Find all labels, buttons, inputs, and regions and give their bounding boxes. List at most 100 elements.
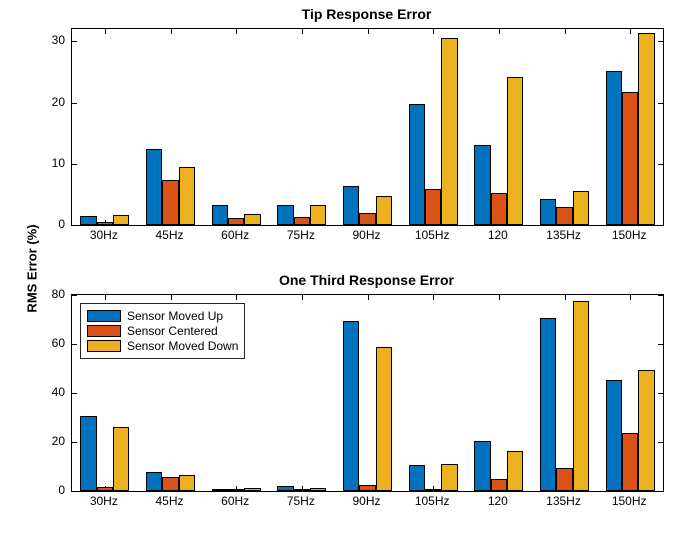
ytick-mark — [658, 41, 663, 42]
bar — [540, 318, 556, 491]
bar — [162, 180, 178, 225]
figure-root: RMS Error (%)Tip Response Error010203030… — [0, 0, 685, 538]
bar — [343, 321, 359, 491]
xtick-label: 135Hz — [546, 228, 581, 242]
bar — [540, 199, 556, 225]
ytick-label: 30 — [35, 33, 65, 47]
ytick-mark — [658, 344, 663, 345]
ytick-label: 60 — [35, 336, 65, 350]
legend-label: Sensor Centered — [127, 324, 218, 338]
xtick-mark — [302, 295, 303, 300]
bar — [474, 441, 490, 491]
bar — [376, 196, 392, 225]
xtick-mark — [171, 29, 172, 34]
legend-label: Sensor Moved Down — [127, 339, 238, 353]
ytick-label: 40 — [35, 385, 65, 399]
bar — [507, 77, 523, 225]
ytick-mark — [72, 491, 77, 492]
xtick-mark — [565, 295, 566, 300]
bar — [556, 207, 572, 225]
legend-swatch — [87, 325, 121, 337]
xtick-mark — [105, 295, 106, 300]
bar — [228, 489, 244, 491]
bar — [638, 370, 654, 491]
bar — [474, 145, 490, 225]
xtick-label: 45Hz — [155, 494, 183, 508]
xtick-label: 30Hz — [90, 494, 118, 508]
bar — [409, 465, 425, 491]
bar — [294, 489, 310, 491]
bar — [491, 479, 507, 491]
xtick-mark — [630, 29, 631, 34]
bar — [441, 464, 457, 491]
xtick-label: 90Hz — [352, 494, 380, 508]
xtick-mark — [236, 29, 237, 34]
bar — [491, 193, 507, 225]
bar — [244, 488, 260, 491]
bar — [425, 489, 441, 491]
bar — [425, 189, 441, 225]
xtick-label: 60Hz — [221, 494, 249, 508]
bar — [573, 301, 589, 491]
bar — [113, 215, 129, 225]
legend-row: Sensor Moved Up — [87, 309, 238, 323]
bar — [146, 149, 162, 225]
bar — [376, 347, 392, 491]
bar — [97, 222, 113, 225]
bar — [573, 191, 589, 225]
ytick-mark — [658, 164, 663, 165]
bar — [179, 167, 195, 225]
bar — [310, 205, 326, 225]
ytick-mark — [72, 103, 77, 104]
xtick-mark — [368, 295, 369, 300]
ytick-mark — [72, 442, 77, 443]
xtick-mark — [171, 295, 172, 300]
ytick-mark — [72, 225, 77, 226]
xtick-label: 75Hz — [287, 228, 315, 242]
ytick-mark — [72, 41, 77, 42]
legend-label: Sensor Moved Up — [127, 309, 223, 323]
xtick-mark — [433, 29, 434, 34]
bar — [294, 217, 310, 225]
bar — [80, 416, 96, 491]
ytick-mark — [658, 295, 663, 296]
bar — [212, 205, 228, 225]
xtick-mark — [433, 295, 434, 300]
ytick-mark — [72, 344, 77, 345]
bar — [179, 475, 195, 491]
xtick-label: 105Hz — [415, 228, 450, 242]
bar — [441, 38, 457, 225]
xtick-label: 120 — [488, 494, 508, 508]
bar — [212, 489, 228, 491]
bar — [146, 472, 162, 491]
bar — [113, 427, 129, 491]
xtick-mark — [565, 29, 566, 34]
bar — [359, 485, 375, 491]
xtick-mark — [302, 29, 303, 34]
bar — [622, 92, 638, 225]
xtick-label: 150Hz — [612, 228, 647, 242]
plot-panel — [71, 28, 664, 226]
xtick-label: 45Hz — [155, 228, 183, 242]
legend-swatch — [87, 340, 121, 352]
bar — [359, 213, 375, 225]
legend-row: Sensor Centered — [87, 324, 238, 338]
chart-title: Tip Response Error — [71, 6, 662, 22]
ytick-mark — [658, 225, 663, 226]
ytick-label: 0 — [35, 217, 65, 231]
xtick-label: 75Hz — [287, 494, 315, 508]
xtick-mark — [105, 29, 106, 34]
ytick-label: 10 — [35, 156, 65, 170]
xtick-mark — [236, 295, 237, 300]
bar — [507, 451, 523, 491]
ytick-label: 0 — [35, 483, 65, 497]
xtick-label: 60Hz — [221, 228, 249, 242]
ytick-label: 20 — [35, 95, 65, 109]
bar — [556, 468, 572, 491]
bar — [622, 433, 638, 491]
bar — [80, 216, 96, 225]
bar — [228, 218, 244, 225]
ytick-label: 20 — [35, 434, 65, 448]
xtick-mark — [368, 29, 369, 34]
ytick-mark — [658, 393, 663, 394]
